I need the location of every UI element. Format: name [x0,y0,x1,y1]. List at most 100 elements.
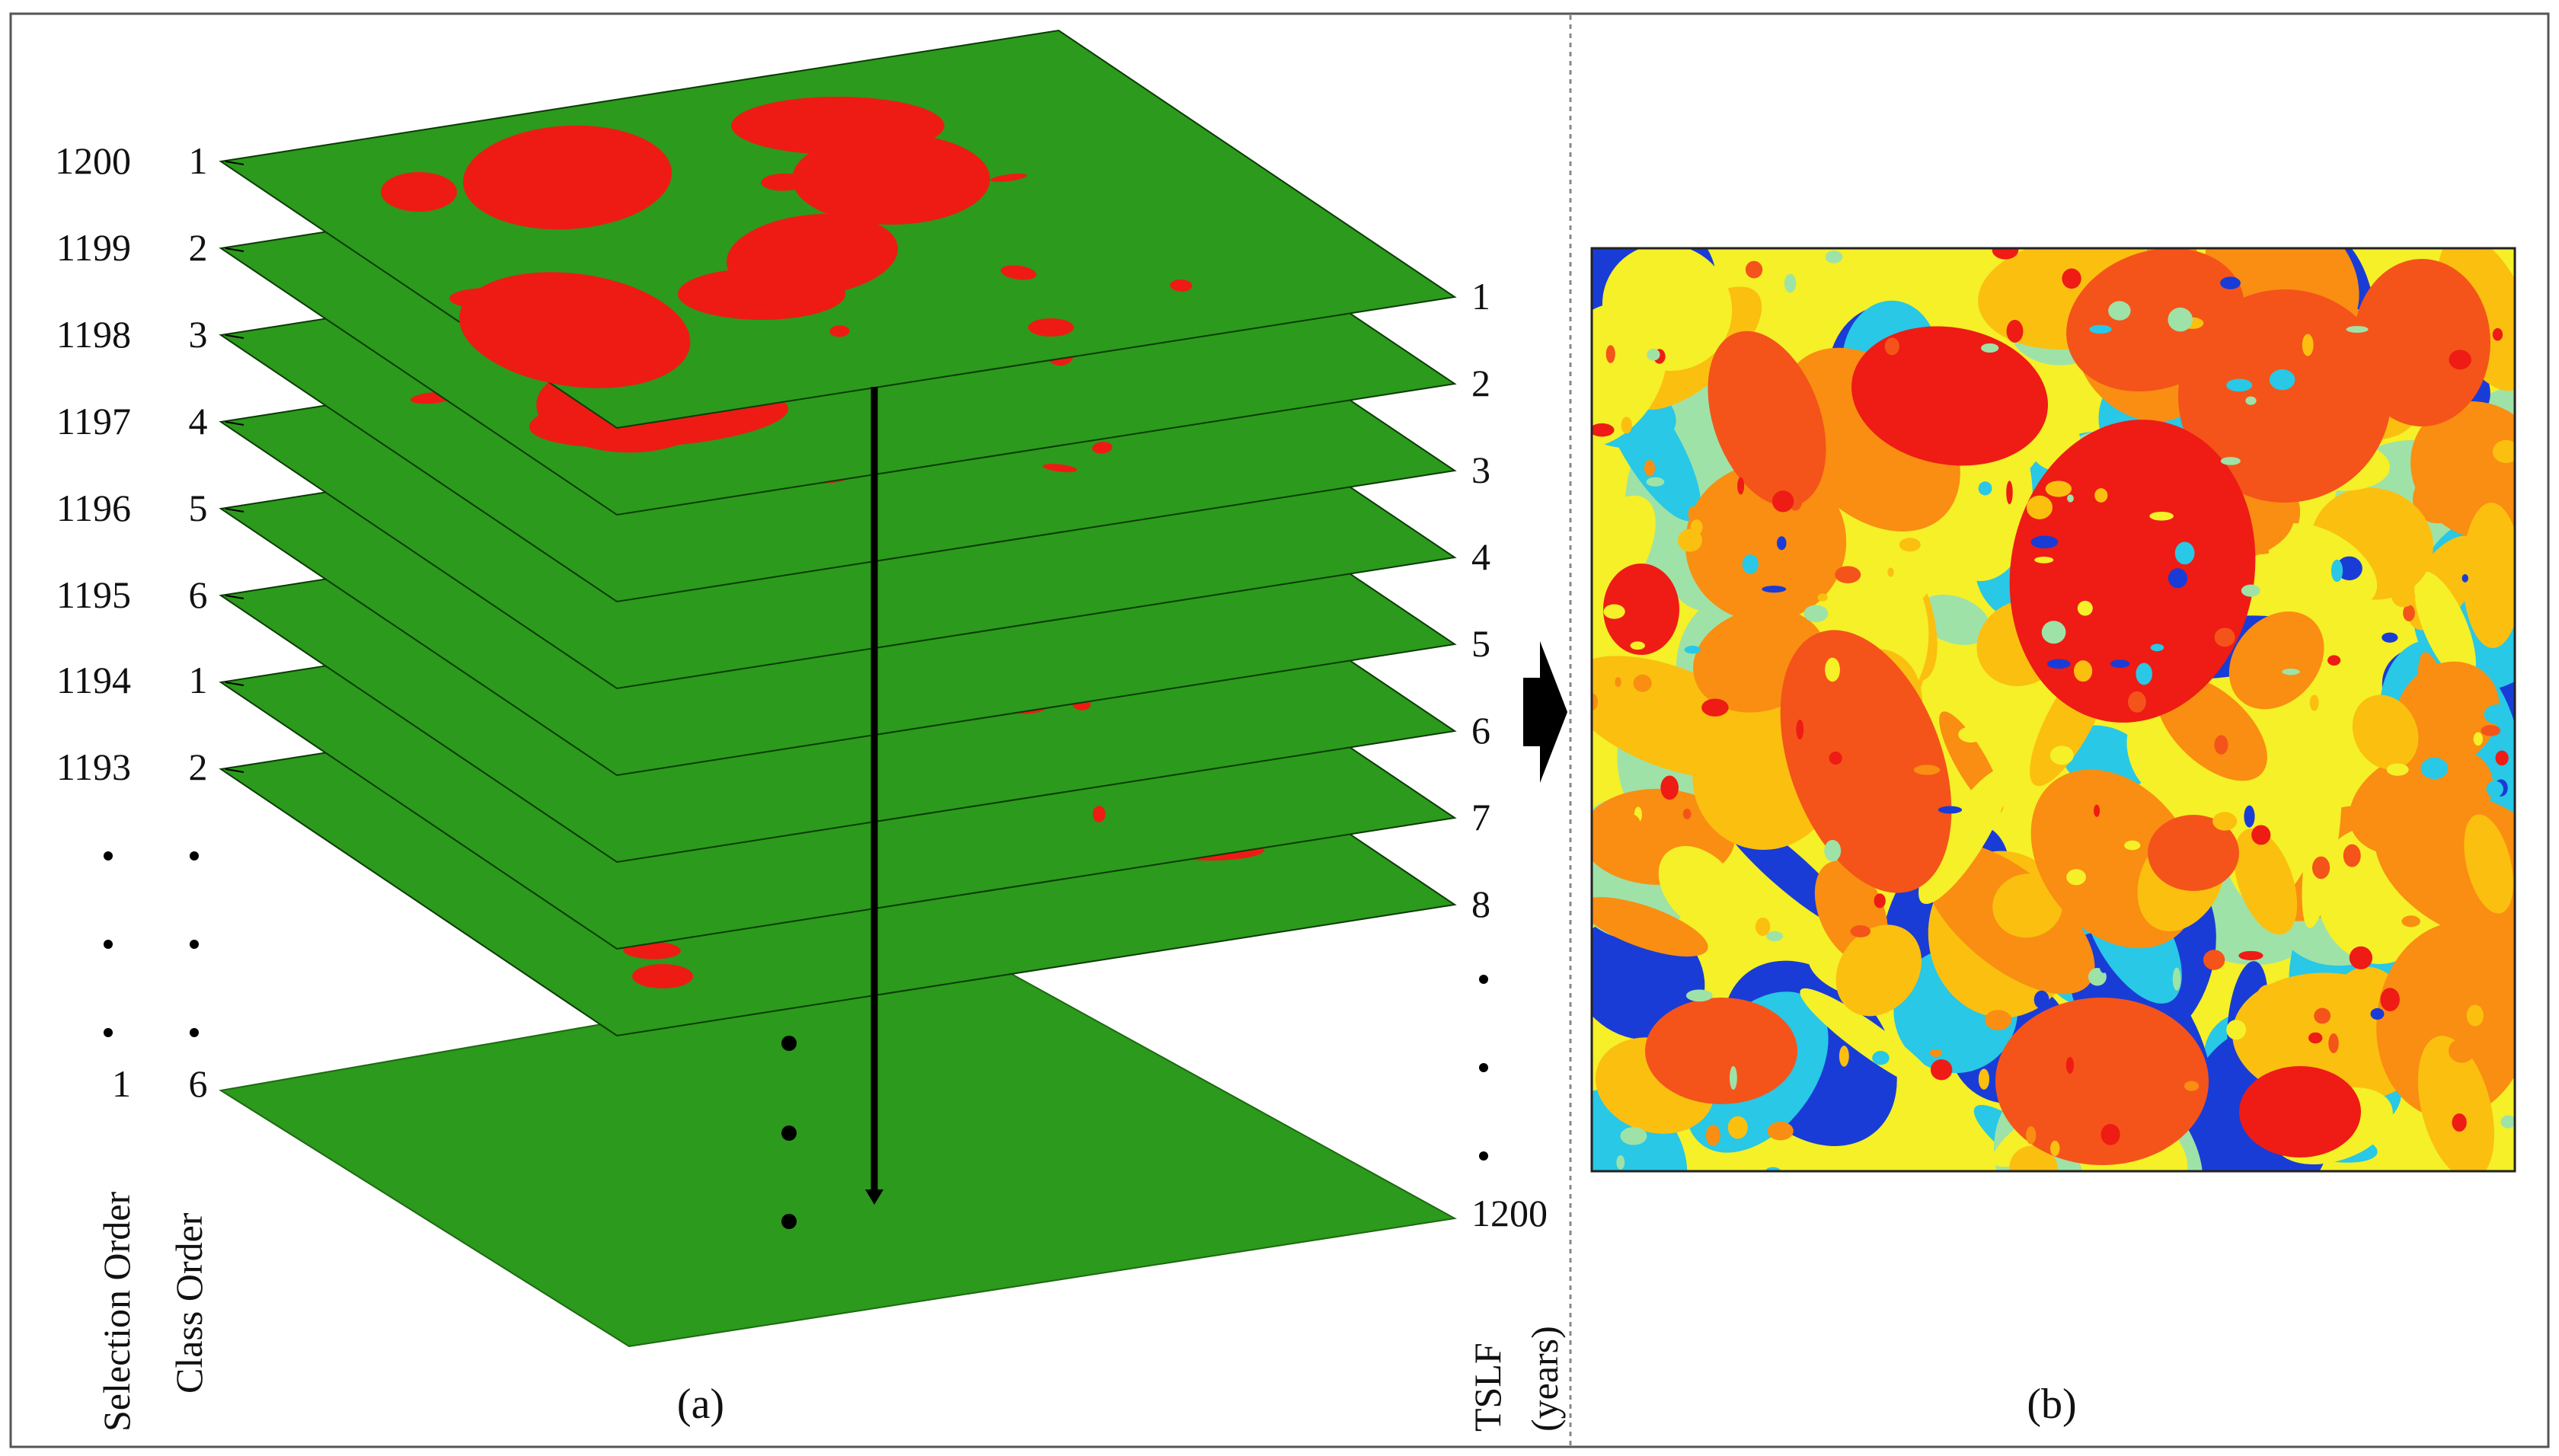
map-patch [2077,600,2093,616]
map-patch [1633,674,1652,692]
map-patch [2452,1113,2467,1132]
map-patch [2473,732,2484,746]
selection-order-value: 1198 [56,313,131,356]
class-connector [225,334,244,339]
map-patch [2380,988,2400,1012]
map-patch [2220,457,2241,465]
map-patch [1592,693,1598,710]
map-patch [2006,481,2013,505]
map-patch [2466,1004,2484,1027]
map-patch [1978,1068,1990,1090]
map-patch [1592,423,1615,437]
map-patch [1771,490,1794,512]
map-patch [2311,856,2331,880]
class-order-value: 3 [189,313,208,356]
fire-patch [1091,442,1113,454]
fire-patch [829,325,850,337]
map-patch [1603,604,1625,619]
tslf-value: 1200 [1471,1192,1548,1234]
map-patch [2382,632,2398,643]
map-patch [1678,528,1702,552]
selection-order-value: 1197 [56,400,131,442]
map-patch [1730,1065,1737,1090]
ellipsis-dot [190,851,199,861]
ellipsis-dot [104,940,113,949]
fire-patch [678,268,845,320]
map-patch [1644,459,1655,477]
map-patch [2034,556,2054,564]
map-patch [1737,477,1745,495]
map-patch [1992,873,2063,938]
selection-order-value: 1199 [56,226,131,269]
map-patch [2088,967,2107,986]
map-patch [2101,1123,2120,1145]
map-patch [2370,1007,2385,1020]
ellipsis-dot [781,1126,797,1141]
map-patch [2108,301,2131,321]
class-order-value: 1 [189,139,208,182]
map-patch [1874,893,1886,908]
map-patch [2234,829,2298,935]
map-patch [2448,1039,2475,1063]
ellipsis-dot [1479,1151,1488,1161]
class-order-label: Class Order [168,1212,210,1394]
map-patch [1777,536,1787,551]
class-connector [225,421,244,426]
map-patch [1705,1124,1720,1146]
map-patch [2328,1033,2339,1054]
map-patch [2062,268,2081,289]
map-patch [1755,917,1771,937]
map-patch [1930,1059,1953,1081]
selection-order-label: Selection Order [95,1191,138,1432]
map-patch [2282,669,2300,675]
map-patch [1646,477,1665,487]
map-patch [1762,586,1787,593]
class-order-value: 4 [189,400,208,442]
map-patch [2093,804,2101,817]
panel-b-tslf-map [1590,247,2516,1173]
map-patch [2449,350,2471,370]
map-patch [1899,538,1921,552]
map-patch [2414,571,2476,682]
map-patch [2030,535,2059,549]
tslf-ellipsis-dots [1479,975,1488,1161]
map-patch [2168,307,2193,332]
tslf-value: 1 [1471,275,1490,318]
map-patch [2302,334,2314,356]
map-patch [2066,869,2086,886]
map-patch [2203,950,2225,970]
map-patch [1620,1127,1647,1145]
map-patch [2099,960,2108,973]
label-ellipsis-dots [104,851,199,1037]
map-patch [2226,1020,2247,1040]
map-patch [1621,417,1632,434]
fire-patch [449,288,526,309]
class-connector [225,161,244,165]
class-connector [225,508,244,512]
class-connector [225,768,244,773]
time-arrow-head [865,1189,883,1205]
map-patch [1978,481,1992,496]
map-patch [2492,439,2515,464]
map-patch [2352,694,2419,770]
map-patch [1796,719,1804,740]
map-patch [2353,259,2490,426]
ellipsis-dot [781,1214,797,1229]
fire-patch [990,174,1027,182]
tslf-value: 8 [1471,883,1490,925]
panel-a-layer-stack [219,29,1458,1348]
map-patch [2241,584,2260,597]
map-patch [2420,757,2449,780]
map-patch [1784,273,1797,293]
map-patch [1615,677,1621,688]
map-patch [2336,556,2363,581]
class-order-value: 5 [189,487,208,529]
map-patch [2009,1145,2058,1171]
map-patch [2214,627,2235,647]
map-patch [1929,1049,1942,1057]
fire-patch [1043,464,1078,473]
class-connector [225,595,244,599]
map-patch [2473,571,2494,584]
map-patch [2302,759,2342,928]
map-patch [1767,1121,1794,1141]
